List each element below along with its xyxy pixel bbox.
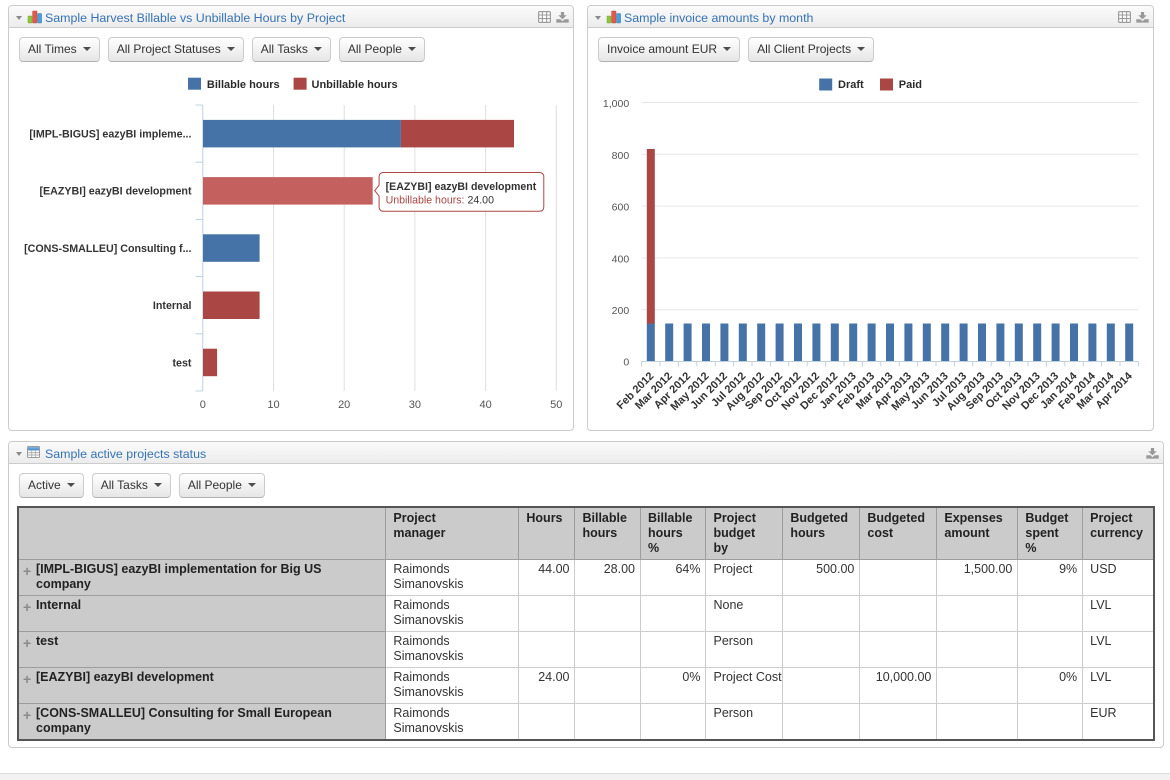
svg-text:200: 200 [612, 305, 630, 317]
svg-text:Draft: Draft [838, 79, 864, 91]
svg-text:1,000: 1,000 [603, 98, 629, 110]
svg-text:[EAZYBI] eazyBI development: [EAZYBI] eazyBI development [386, 181, 537, 193]
svg-text:600: 600 [612, 202, 630, 214]
svg-text:[IMPL-BIGUS] eazyBI impleme...: [IMPL-BIGUS] eazyBI impleme... [29, 129, 191, 141]
svg-text:Unbillable hours: 24.00: Unbillable hours: 24.00 [386, 194, 494, 206]
svg-text:20: 20 [338, 399, 350, 411]
svg-text:Paid: Paid [899, 79, 922, 91]
svg-text:[CONS-SMALLEU] Consulting f...: [CONS-SMALLEU] Consulting f... [24, 243, 191, 255]
svg-text:30: 30 [409, 399, 421, 411]
svg-text:40: 40 [479, 399, 491, 411]
svg-text:[EAZYBI] eazyBI development: [EAZYBI] eazyBI development [39, 186, 191, 198]
svg-text:Billable hours: Billable hours [207, 79, 280, 91]
svg-text:50: 50 [550, 399, 562, 411]
svg-text:Unbillable hours: Unbillable hours [312, 79, 398, 91]
svg-text:800: 800 [612, 150, 630, 162]
svg-text:400: 400 [612, 253, 630, 265]
svg-text:0: 0 [623, 357, 629, 369]
svg-text:0: 0 [200, 399, 206, 411]
svg-text:test: test [172, 357, 191, 369]
svg-text:Internal: Internal [153, 300, 192, 312]
svg-text:10: 10 [267, 399, 279, 411]
